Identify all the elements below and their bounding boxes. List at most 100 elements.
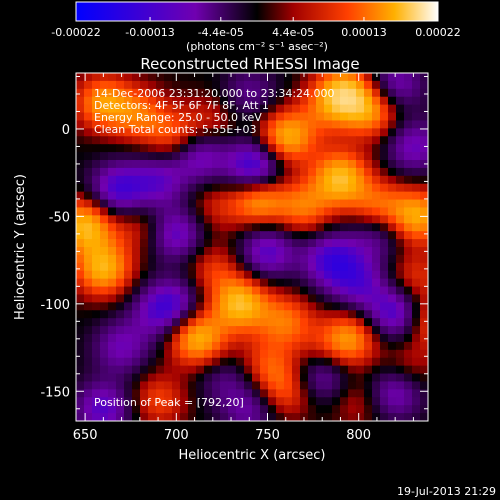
heatmap-cell bbox=[396, 191, 405, 201]
heatmap-cell bbox=[148, 88, 157, 98]
heatmap-cell bbox=[220, 310, 229, 319]
heatmap-cell bbox=[84, 349, 93, 359]
heatmap-cell bbox=[172, 175, 181, 185]
heatmap-cell bbox=[396, 262, 405, 272]
heatmap-cell bbox=[388, 207, 397, 216]
heatmap-cell bbox=[396, 160, 405, 169]
heatmap-cell bbox=[140, 286, 149, 296]
heatmap-cell bbox=[100, 199, 109, 209]
heatmap-cell bbox=[412, 120, 421, 129]
heatmap-cell bbox=[100, 239, 109, 248]
heatmap-cell bbox=[340, 334, 349, 343]
heatmap-cell bbox=[364, 357, 373, 367]
heatmap-cell bbox=[316, 231, 325, 240]
heatmap-cell bbox=[236, 175, 245, 185]
heatmap-cell bbox=[316, 270, 325, 280]
heatmap-cell bbox=[84, 152, 93, 161]
heatmap-cell bbox=[100, 302, 109, 311]
heatmap-cell bbox=[276, 270, 285, 280]
heatmap-cell bbox=[116, 413, 125, 421]
heatmap-cell bbox=[100, 112, 109, 122]
heatmap-cell bbox=[420, 144, 428, 153]
heatmap-cell bbox=[180, 302, 189, 311]
heatmap-cell bbox=[404, 239, 413, 248]
heatmap-cell bbox=[420, 286, 428, 296]
heatmap-cell bbox=[76, 175, 85, 185]
heatmap-cell bbox=[220, 270, 229, 280]
heatmap-cell bbox=[100, 365, 109, 375]
heatmap-cell bbox=[228, 239, 237, 248]
heatmap-cell bbox=[260, 254, 269, 264]
heatmap-cell bbox=[204, 349, 213, 359]
heatmap-cell bbox=[380, 144, 389, 153]
heatmap-cell bbox=[380, 389, 389, 398]
heatmap-cell bbox=[228, 373, 237, 383]
heatmap-cell bbox=[292, 262, 301, 272]
heatmap-cell bbox=[356, 294, 365, 303]
heatmap-cell bbox=[340, 405, 349, 414]
heatmap-cell bbox=[340, 191, 349, 201]
heatmap-cell bbox=[204, 144, 213, 153]
heatmap-cell bbox=[268, 175, 277, 185]
heatmap-cell bbox=[100, 397, 109, 406]
heatmap-cell bbox=[180, 128, 189, 137]
heatmap-cell bbox=[276, 357, 285, 367]
y-tick-label: 0 bbox=[62, 123, 70, 138]
heatmap-cell bbox=[268, 223, 277, 232]
heatmap-cell bbox=[332, 73, 341, 82]
heatmap-cell bbox=[324, 397, 333, 406]
heatmap-cell bbox=[164, 294, 173, 303]
heatmap-cell bbox=[76, 357, 85, 367]
heatmap-cell bbox=[404, 357, 413, 367]
heatmap-cell bbox=[404, 112, 413, 122]
heatmap-cell bbox=[396, 405, 405, 414]
heatmap-cell bbox=[196, 120, 205, 129]
heatmap-cell bbox=[292, 191, 301, 201]
heatmap-cell bbox=[164, 183, 173, 193]
heatmap-cell bbox=[372, 160, 381, 169]
heatmap-cell bbox=[372, 183, 381, 193]
heatmap-cell bbox=[252, 199, 261, 209]
heatmap-cell bbox=[388, 128, 397, 137]
heatmap-cell bbox=[108, 349, 117, 359]
heatmap-cell bbox=[108, 318, 117, 327]
heatmap-cell bbox=[340, 389, 349, 398]
heatmap-cell bbox=[332, 365, 341, 375]
heatmap-cell bbox=[284, 381, 293, 390]
heatmap-cell bbox=[340, 365, 349, 375]
heatmap-cell bbox=[76, 286, 85, 296]
heatmap-cell bbox=[212, 215, 221, 224]
heatmap-cell bbox=[84, 191, 93, 201]
heatmap-cell bbox=[412, 334, 421, 343]
heatmap-cell bbox=[340, 152, 349, 161]
heatmap-cell bbox=[92, 349, 101, 359]
heatmap-cell bbox=[260, 349, 269, 359]
heatmap-cell bbox=[372, 254, 381, 264]
heatmap-cell bbox=[300, 144, 309, 153]
heatmap-cell bbox=[380, 334, 389, 343]
heatmap-cell bbox=[396, 294, 405, 303]
heatmap-cell bbox=[252, 373, 261, 383]
heatmap-cell bbox=[148, 389, 157, 398]
heatmap-cell bbox=[140, 191, 149, 201]
heatmap-cell bbox=[116, 88, 125, 98]
heatmap-cell bbox=[332, 302, 341, 311]
heatmap-cell bbox=[324, 160, 333, 169]
heatmap-cell bbox=[244, 247, 253, 256]
heatmap-cell bbox=[316, 112, 325, 122]
heatmap-cell bbox=[268, 405, 277, 414]
heatmap-cell bbox=[76, 381, 85, 390]
heatmap-cell bbox=[420, 397, 428, 406]
heatmap-cell bbox=[220, 405, 229, 414]
heatmap-cell bbox=[180, 405, 189, 414]
heatmap-cell bbox=[100, 349, 109, 359]
heatmap-cell bbox=[116, 73, 125, 82]
heatmap-cell bbox=[228, 413, 237, 421]
heatmap-cell bbox=[268, 96, 277, 106]
heatmap-cell bbox=[284, 73, 293, 82]
heatmap-cell bbox=[236, 326, 245, 335]
heatmap-cell bbox=[420, 80, 428, 90]
heatmap-cell bbox=[172, 152, 181, 161]
heatmap-cell bbox=[308, 310, 317, 319]
heatmap-cell bbox=[284, 413, 293, 421]
